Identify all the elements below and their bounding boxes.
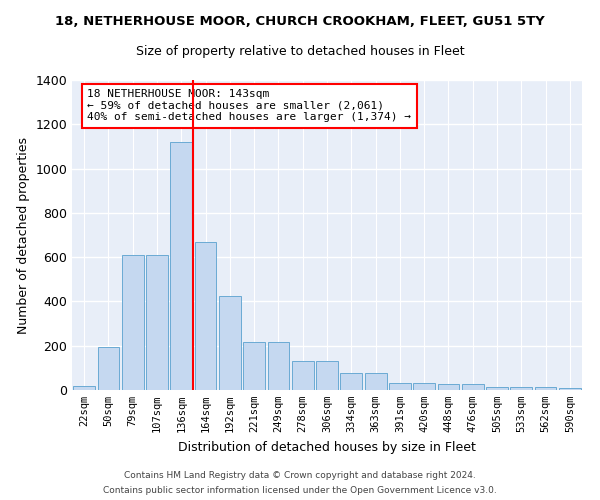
Bar (365, 374, 386, 390)
Bar (73, 386, 95, 390)
Bar (462, 384, 484, 390)
Bar (316, 361, 338, 390)
Bar (559, 388, 581, 390)
X-axis label: Distribution of detached houses by size in Fleet: Distribution of detached houses by size … (178, 440, 476, 454)
Text: 18, NETHERHOUSE MOOR, CHURCH CROOKHAM, FLEET, GU51 5TY: 18, NETHERHOUSE MOOR, CHURCH CROOKHAM, F… (55, 15, 545, 28)
Bar (340, 374, 362, 390)
Bar (486, 386, 508, 390)
Bar (243, 342, 265, 390)
Bar (219, 296, 241, 390)
Bar (170, 142, 192, 390)
Bar (535, 386, 556, 390)
Text: Contains public sector information licensed under the Open Government Licence v3: Contains public sector information licen… (103, 486, 497, 495)
Text: Contains HM Land Registry data © Crown copyright and database right 2024.: Contains HM Land Registry data © Crown c… (124, 471, 476, 480)
Bar (268, 342, 289, 390)
Bar (389, 384, 411, 390)
Bar (511, 386, 532, 390)
Text: Size of property relative to detached houses in Fleet: Size of property relative to detached ho… (136, 45, 464, 58)
Bar (194, 242, 217, 390)
Bar (292, 361, 314, 390)
Bar (122, 255, 143, 390)
Bar (413, 384, 435, 390)
Bar (146, 255, 168, 390)
Text: 18 NETHERHOUSE MOOR: 143sqm
← 59% of detached houses are smaller (2,061)
40% of : 18 NETHERHOUSE MOOR: 143sqm ← 59% of det… (88, 90, 412, 122)
Bar (437, 384, 460, 390)
Bar (97, 347, 119, 390)
Y-axis label: Number of detached properties: Number of detached properties (17, 136, 30, 334)
